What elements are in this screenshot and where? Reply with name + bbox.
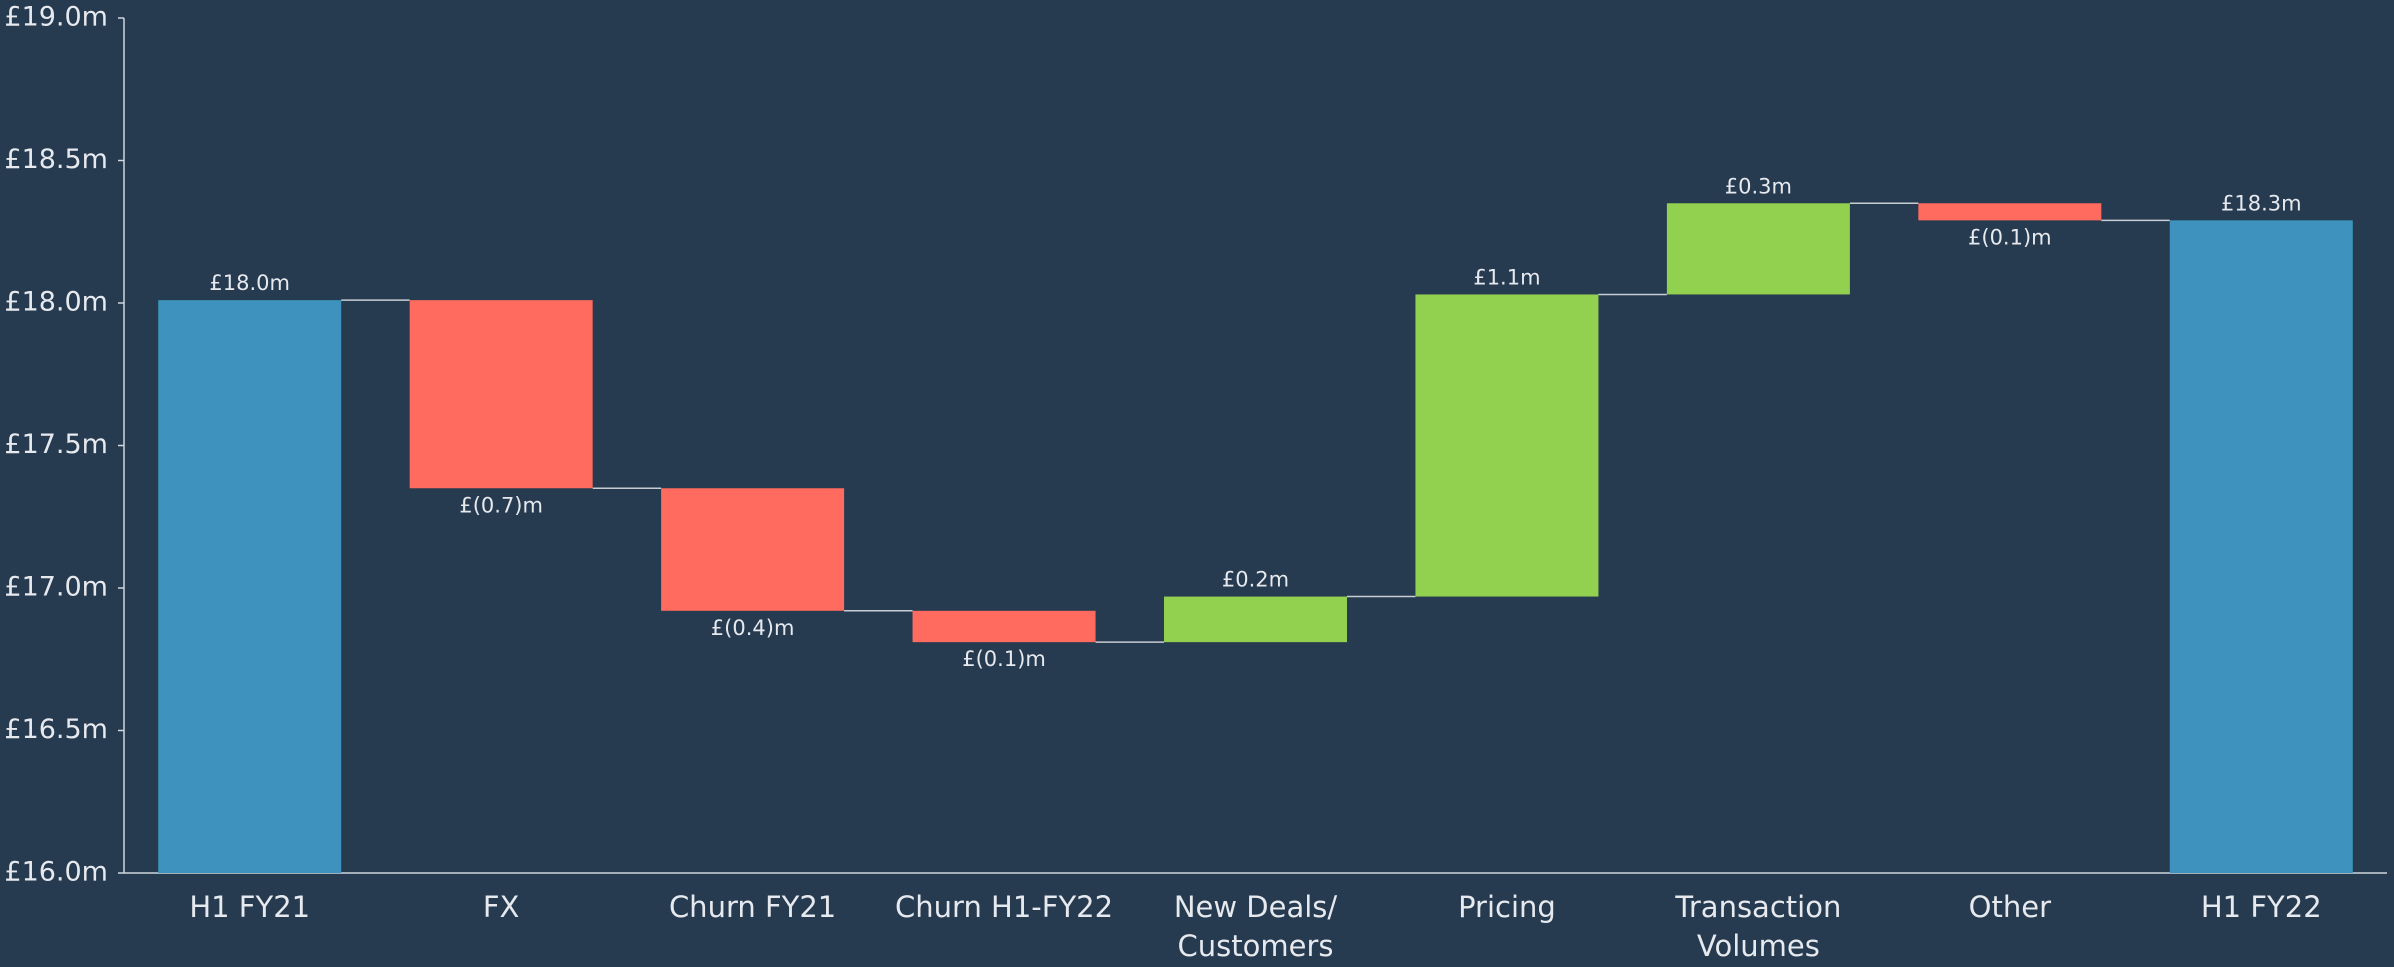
x-tick-label: H1 FY22 [2200,890,2322,924]
bar [409,300,593,489]
y-tick-label: £18.5m [4,144,108,175]
value-label: £0.2m [1222,568,1289,592]
bar [2169,220,2353,874]
y-tick-label: £16.0m [4,857,108,888]
bar [1415,294,1599,597]
x-tick-label: Churn FY21 [668,890,837,924]
x-tick-label: Pricing [1458,890,1556,924]
y-tick-label: £17.5m [4,429,108,460]
y-tick-label: £17.0m [4,572,108,603]
x-tick-label: Churn H1-FY22 [895,890,1114,924]
value-label: £(0.1)m [1968,225,2052,249]
y-tick-label: £16.5m [4,714,108,745]
x-tick-label: New Deals/ Customers [1173,890,1338,963]
bar [1918,203,2102,221]
y-tick-label: £19.0m [4,2,108,33]
value-label: £(0.7)m [459,493,543,517]
value-label: £1.1m [1473,265,1540,289]
bar [661,488,845,611]
x-tick-label: H1 FY21 [189,890,311,924]
bar [158,300,342,873]
x-tick-label: FX [482,890,520,924]
bar [912,610,1096,643]
value-label: £0.3m [1725,174,1792,198]
bar [1164,596,1347,643]
value-label: £(0.1)m [962,647,1046,671]
value-label: £(0.4)m [711,616,795,640]
value-label: £18.3m [2221,191,2302,215]
bar [1666,203,1850,295]
x-tick-label: Other [1968,890,2051,924]
x-tick-label: Transaction Volumes [1675,890,1842,963]
value-label: £18.0m [209,271,290,295]
y-tick-label: £18.0m [4,287,108,318]
